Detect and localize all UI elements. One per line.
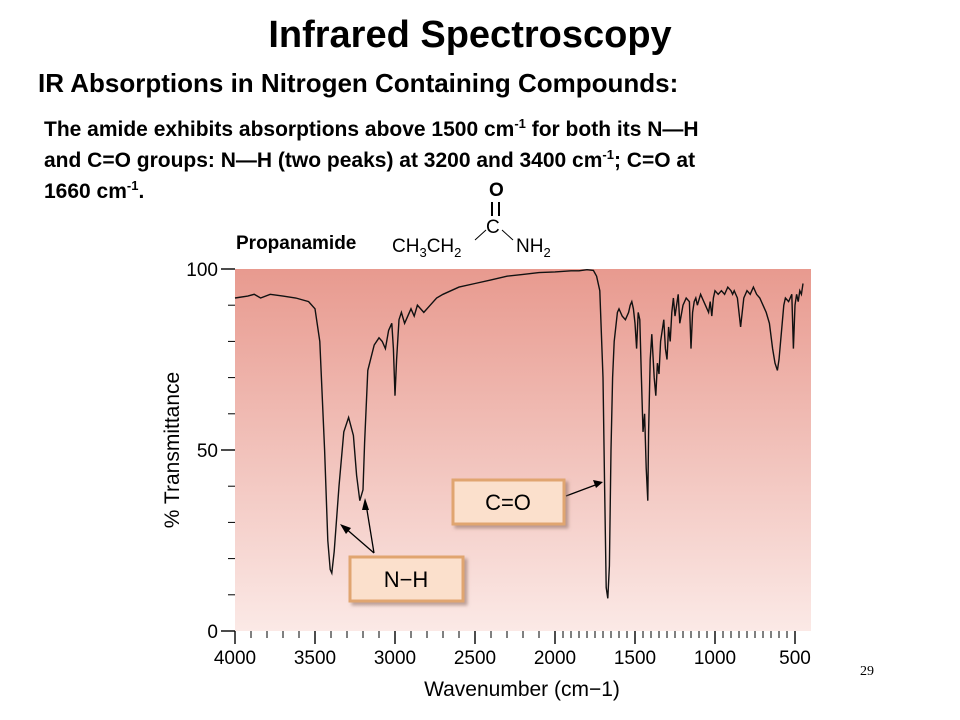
desc-line1-sup: -1: [514, 116, 526, 131]
desc-line2-b: ; C=O at: [613, 149, 696, 172]
slide-title: Infrared Spectroscopy: [268, 14, 672, 56]
nh-label: N−H: [384, 567, 429, 592]
co-annotation: C=O: [451, 478, 603, 526]
y-tick-label: 0: [207, 622, 218, 643]
x-tick-label: 2500: [454, 648, 496, 669]
carbonyl-oxygen: O: [489, 180, 504, 201]
bond-left: [474, 229, 487, 241]
left-group-ch2: CH: [427, 236, 454, 257]
desc-line3-b: .: [138, 180, 145, 203]
description-text: The amide exhibits absorptions above 150…: [44, 114, 934, 207]
desc-line2-a: and C=O groups: N—H (two peaks) at 3200 …: [44, 149, 603, 172]
nh-arrowhead-1: [340, 524, 351, 534]
right-group-sub2: 2: [543, 245, 550, 260]
co-arrowhead: [593, 480, 603, 488]
x-tick-label: 1500: [614, 648, 656, 669]
bond-right: [501, 229, 514, 241]
x-tick-label: 2000: [534, 648, 576, 669]
y-axis-title: % Transmittance: [161, 372, 184, 528]
x-tick-label: 1000: [694, 648, 736, 669]
left-group-ch3: CH: [392, 236, 419, 257]
molecule-right-group: NH2: [516, 236, 551, 260]
y-axis-ticks: 0 50 100: [186, 260, 235, 643]
right-group-nh: NH: [516, 236, 543, 257]
x-tick-label: 3000: [374, 648, 416, 669]
molecule-name: Propanamide: [236, 233, 356, 254]
molecule-left-group: CH3CH2: [392, 236, 461, 260]
nh-label-box: [348, 555, 465, 603]
x-tick-label: 4000: [214, 648, 256, 669]
desc-line1-a: The amide exhibits absorptions above 150…: [44, 118, 515, 141]
left-group-sub3: 3: [419, 245, 426, 260]
molecule-structure: Propanamide CH3CH2 O C NH2: [236, 180, 551, 260]
left-group-sub2: 2: [454, 245, 461, 260]
nh-arrow-1: [343, 526, 375, 554]
x-tick-label: 500: [779, 648, 811, 669]
x-tick-label: 3500: [294, 648, 336, 669]
spectrum-line: [234, 268, 804, 599]
page-number: 29: [860, 664, 874, 679]
co-label: C=O: [485, 490, 531, 515]
co-arrow: [565, 483, 599, 497]
x-axis-ticks: 4000 3500 3000 2500 2000 1500 1000 500: [214, 631, 811, 669]
desc-line1-b: for both its N—H: [525, 118, 699, 141]
nh-arrow-2: [365, 503, 375, 554]
y-tick-label: 50: [197, 441, 218, 462]
desc-line2-sup: -1: [602, 147, 614, 162]
desc-line3-a: 1660 cm: [44, 180, 127, 203]
desc-line3-sup: -1: [126, 178, 139, 193]
x-minor-ticks: [234, 631, 796, 638]
y-tick-label: 100: [186, 260, 218, 281]
slide-subtitle: IR Absorptions in Nitrogen Containing Co…: [38, 68, 679, 98]
nh-annotation: N−H: [340, 498, 465, 603]
nh-arrowhead-2: [362, 498, 369, 510]
co-label-box: [451, 478, 566, 526]
x-axis-title: Wavenumber (cm−1): [424, 678, 620, 701]
plot-area: [235, 269, 811, 631]
carbonyl-carbon: C: [486, 217, 500, 238]
